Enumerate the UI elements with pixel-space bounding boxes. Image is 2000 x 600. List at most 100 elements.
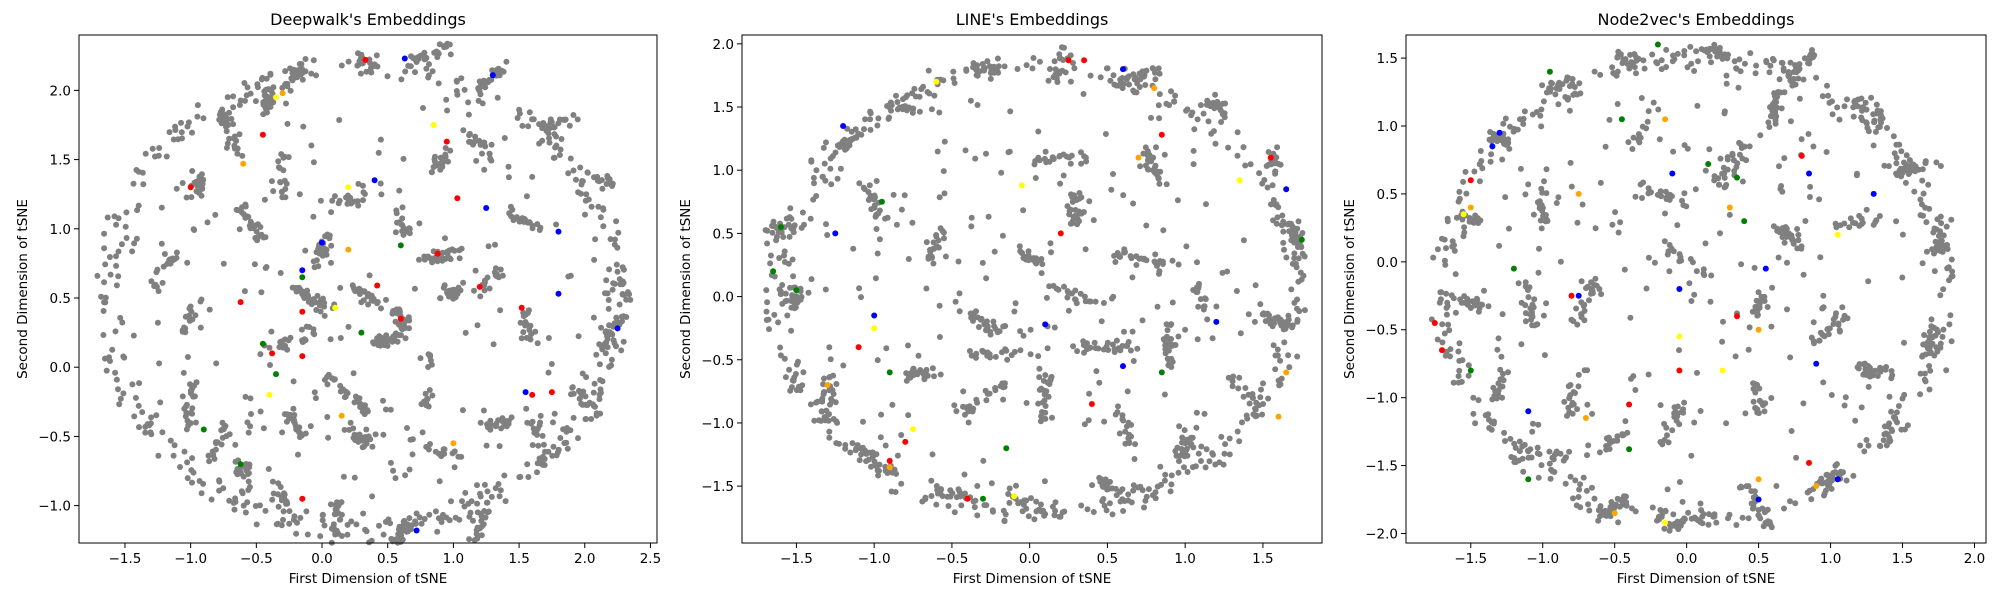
data-point [1553,449,1560,456]
data-point [1502,194,1509,201]
data-point [577,190,584,197]
data-point [1236,177,1243,184]
data-point [1130,358,1137,364]
data-point [1752,389,1759,396]
data-point [1619,60,1626,67]
data-point [1521,108,1528,115]
data-point [1003,445,1010,452]
data-point [1676,367,1683,374]
data-point [290,378,297,385]
data-point [399,536,406,543]
data-point [363,528,370,535]
data-point [858,294,864,301]
data-point [486,151,493,157]
data-point [1733,522,1740,528]
data-point [1719,367,1726,374]
data-point [286,415,293,422]
data-point [268,178,275,185]
data-point [1277,381,1284,388]
data-point [818,408,825,415]
data-point [1937,292,1944,299]
data-point [1538,225,1545,232]
data-point [1080,91,1087,97]
data-point [1793,454,1800,461]
data-point [282,336,289,343]
data-point [539,137,546,144]
data-point [569,384,576,391]
data-point [566,122,573,129]
data-point [821,375,827,382]
data-point [184,459,191,466]
data-point [310,213,317,220]
data-point [1072,207,1079,213]
data-point [1182,326,1189,333]
data-point [239,152,246,159]
data-point [1604,435,1611,442]
data-point [1632,193,1639,200]
data-point [826,428,833,435]
data-point [583,416,589,422]
data-point [615,229,622,236]
data-point [539,453,546,460]
data-point [1115,403,1121,410]
data-point [1456,196,1463,203]
data-point [1851,98,1858,105]
data-point [1893,160,1900,167]
data-point [1133,253,1140,260]
data-point [1126,81,1132,88]
data-point [194,102,201,109]
data-point [1575,383,1582,390]
data-point [353,521,360,528]
data-point [1233,288,1240,294]
data-point [1859,219,1866,226]
data-point [968,223,975,230]
data-point [488,141,495,148]
data-point [518,304,525,311]
data-point [1834,476,1841,483]
data-point [260,425,267,432]
data-point [435,255,442,262]
data-point [421,516,428,522]
data-point [1168,481,1175,488]
data-point [1166,102,1173,109]
data-point [1933,226,1940,233]
data-point [1200,110,1207,117]
data-point [277,484,284,490]
data-point [1131,76,1138,83]
data-point [868,463,874,470]
data-point [1541,178,1547,185]
data-point [1562,455,1569,462]
data-point [1681,142,1688,149]
data-point [1586,507,1593,514]
data-point [1688,452,1695,459]
data-point [1464,299,1471,305]
data-point [486,285,493,292]
data-point [364,293,371,300]
data-point [112,369,119,376]
data-point [584,169,591,176]
data-point [350,370,357,377]
data-point [987,75,994,82]
data-point [1925,181,1932,188]
data-point [288,75,295,82]
data-point [1806,487,1813,494]
data-point [990,318,997,325]
data-point [792,371,799,377]
data-point [1111,81,1118,88]
data-point [1291,239,1298,246]
data-point [373,52,380,59]
data-point [1048,249,1054,256]
x-tick-label: 1.5 [1252,551,1273,567]
data-point [947,487,954,494]
data-point [246,461,253,468]
data-point [909,90,916,97]
data-point [1168,88,1174,95]
data-point [1081,421,1088,428]
data-point [1773,483,1780,489]
data-point [1007,108,1014,115]
data-point [1923,219,1930,226]
data-point [1101,418,1108,425]
data-point [1543,300,1550,307]
data-point [484,509,491,516]
data-point [303,508,310,515]
